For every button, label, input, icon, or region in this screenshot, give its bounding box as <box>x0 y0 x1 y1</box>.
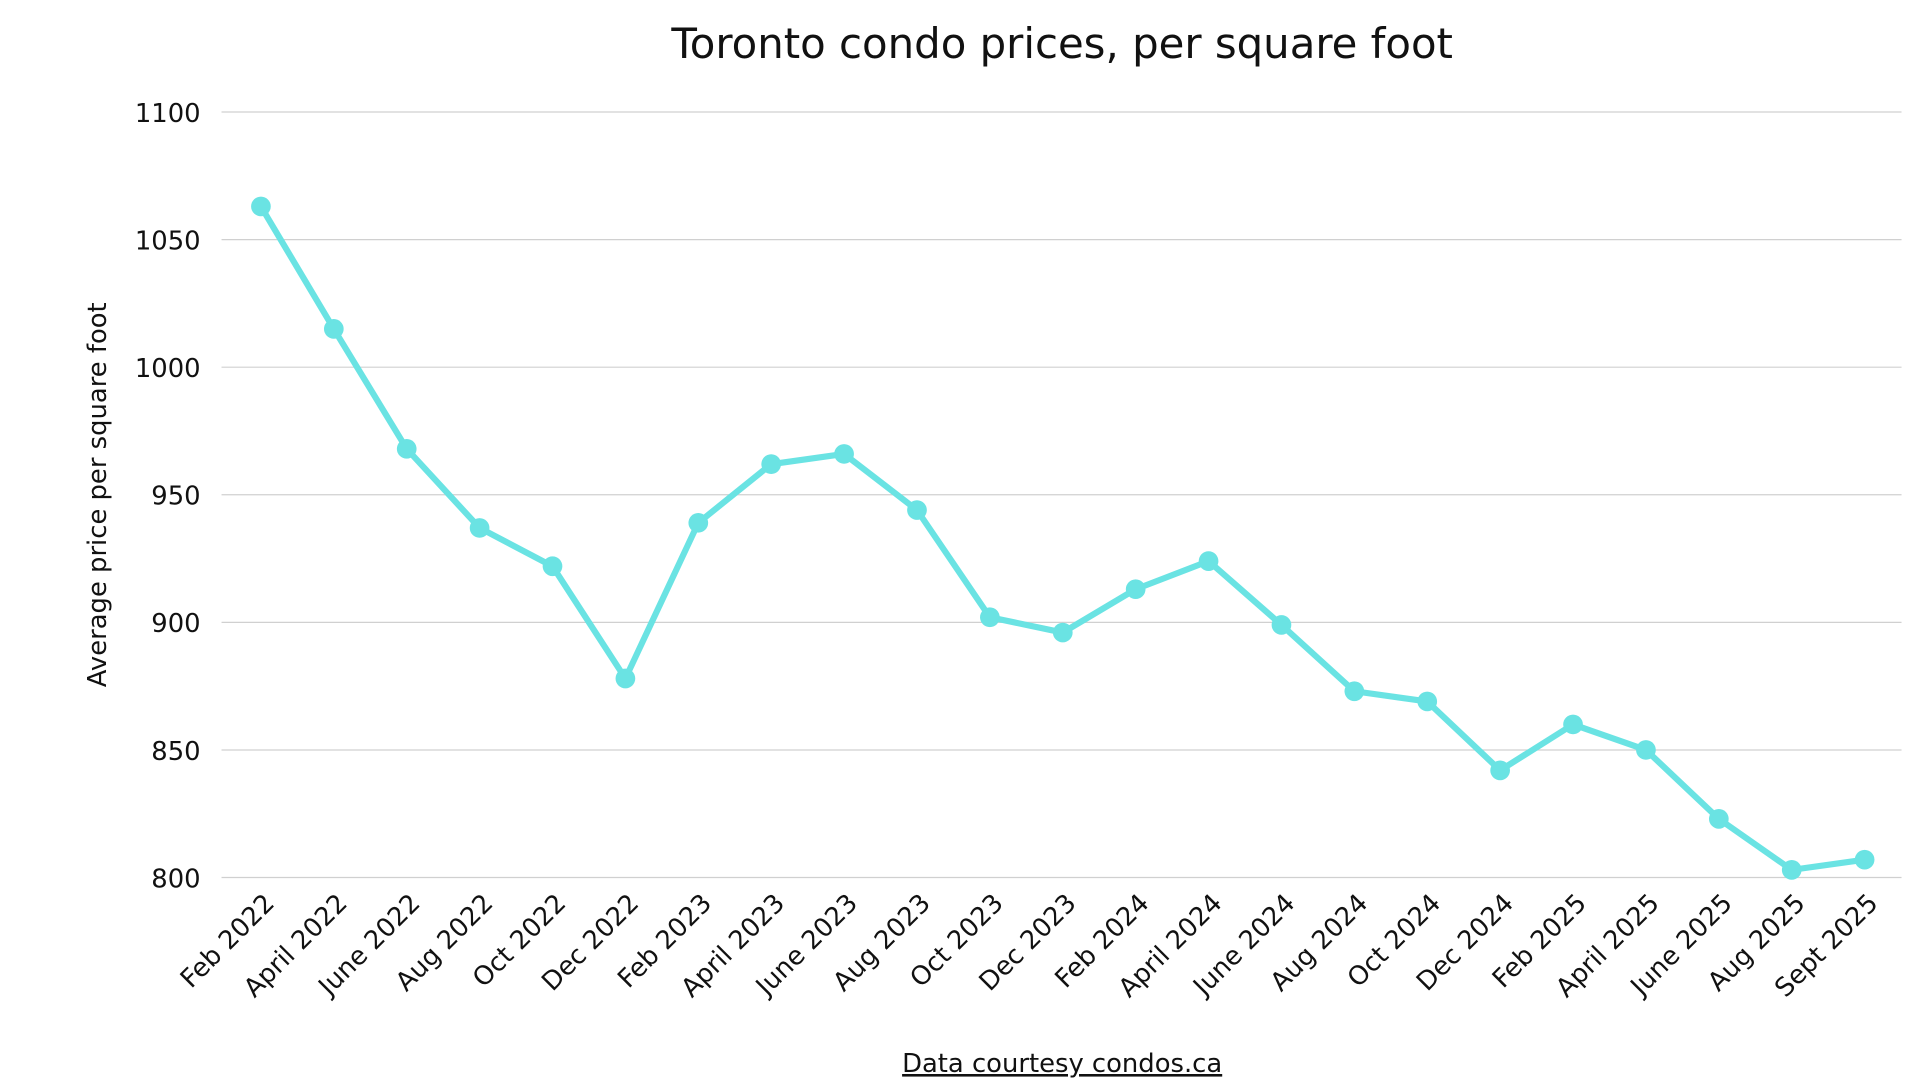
data-point <box>251 196 271 217</box>
data-point <box>615 668 636 689</box>
data-point <box>1854 849 1875 870</box>
y-tick-label: 1000 <box>135 354 201 384</box>
y-tick-labels: 800 850 900 950 1000 1050 1100 <box>135 99 201 895</box>
gridlines <box>221 111 1902 879</box>
data-point <box>1563 714 1583 735</box>
y-tick-label: 1100 <box>135 99 201 129</box>
y-tick-label: 850 <box>151 737 200 767</box>
data-point <box>761 454 782 474</box>
data-point <box>396 438 417 459</box>
data-point <box>1052 622 1073 643</box>
chart-title: Toronto condo prices, per square foot <box>670 19 1453 68</box>
y-axis-label: Average price per square foot <box>83 302 113 687</box>
data-point <box>323 319 344 339</box>
series-line <box>251 196 1875 880</box>
source-link[interactable]: Data courtesy condos.ca <box>902 1049 1222 1079</box>
data-point <box>834 444 854 464</box>
data-point <box>1198 551 1219 571</box>
y-tick-label: 900 <box>151 609 200 639</box>
y-tick-label: 950 <box>151 482 200 512</box>
data-point <box>1708 809 1729 829</box>
data-point <box>1125 579 1146 600</box>
data-point <box>542 556 563 577</box>
data-point <box>1271 615 1292 635</box>
data-point <box>907 500 927 520</box>
data-point <box>1344 681 1365 702</box>
data-point <box>1490 760 1510 781</box>
data-point <box>688 512 709 533</box>
data-point <box>1781 860 1802 880</box>
data-point <box>980 607 1000 628</box>
data-point <box>1636 740 1656 760</box>
y-tick-label: 1050 <box>135 226 201 256</box>
series-path <box>258 204 1866 873</box>
y-tick-label: 800 <box>151 864 200 894</box>
data-point <box>1417 691 1438 712</box>
data-point <box>469 518 490 538</box>
